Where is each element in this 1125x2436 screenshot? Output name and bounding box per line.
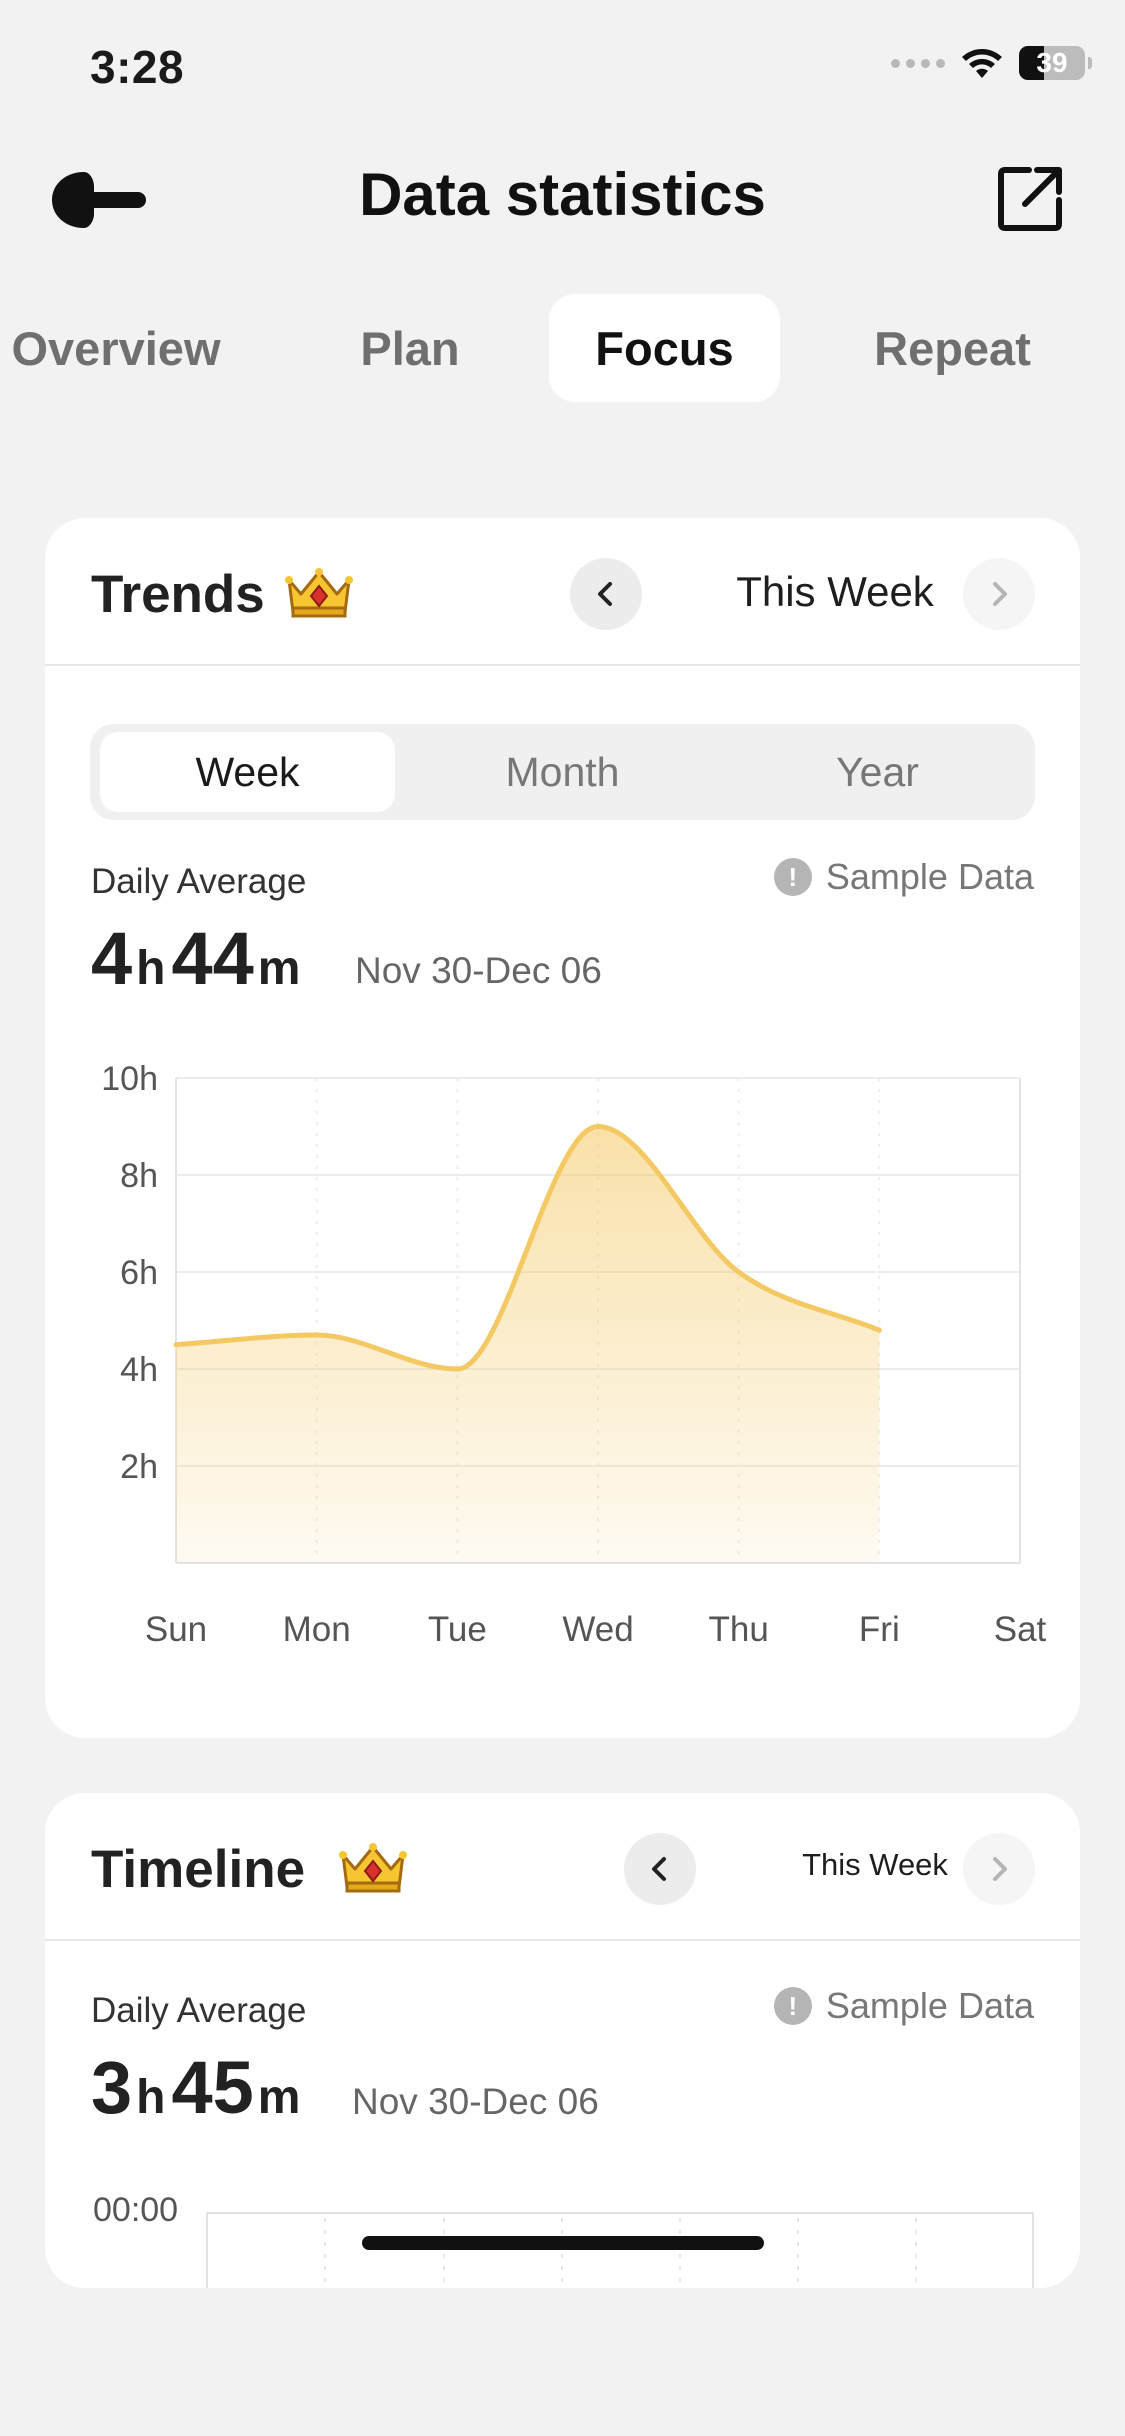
- focus-trend-chart: 2h 4h 6h 8h 10h Sun Mon Tue Wed Thu Fri Sat: [101, 1060, 1047, 1649]
- x-tick-label: Sun: [145, 1610, 207, 1649]
- trends-header: Trends This Week: [45, 518, 1080, 666]
- share-button[interactable]: [995, 162, 1067, 234]
- timeline-date-range: Nov 30-Dec 06: [352, 2081, 599, 2122]
- crown-icon: [339, 1843, 407, 1893]
- avg-minutes-unit: m: [257, 942, 301, 995]
- timeline-prev-button[interactable]: [624, 1833, 696, 1905]
- y-tick-label: 2h: [120, 1448, 158, 1486]
- tab-focus[interactable]: Focus: [549, 294, 780, 402]
- sample-data-label: Sample Data: [825, 856, 1034, 897]
- data-point: [878, 1329, 880, 1331]
- chevron-right-icon: [993, 582, 1007, 606]
- date-range: Nov 30-Dec 06: [355, 950, 602, 991]
- y-tick-label: 8h: [120, 1157, 158, 1195]
- x-tick-label: Fri: [859, 1610, 900, 1649]
- crown-icon: [285, 568, 353, 618]
- status-icons: 39: [891, 46, 1092, 80]
- x-tick-label: Tue: [428, 1610, 487, 1649]
- tab-repeat[interactable]: Repeat: [874, 321, 1031, 375]
- avg-hours-unit: h: [136, 2071, 166, 2124]
- share-external-icon: [998, 167, 1062, 231]
- data-point: [597, 1126, 599, 1128]
- avg-hours: 4: [91, 917, 133, 1000]
- trends-prev-button[interactable]: [570, 558, 642, 630]
- chevron-right-icon: [993, 1857, 1007, 1881]
- segment-week[interactable]: Week: [100, 732, 395, 812]
- avg-hours-unit: h: [136, 942, 166, 995]
- timeline-sample-data-indicator[interactable]: ! Sample Data: [773, 1985, 1034, 2027]
- avg-minutes: 44: [171, 917, 254, 1000]
- data-point: [175, 1344, 177, 1346]
- timeline-next-button[interactable]: [963, 1833, 1035, 1905]
- signal-icon: [891, 58, 945, 68]
- wifi-icon: [959, 46, 1005, 80]
- tab-plan[interactable]: Plan: [360, 321, 460, 375]
- y-tick-label: 6h: [120, 1254, 158, 1292]
- trends-next-button[interactable]: [963, 558, 1035, 630]
- avg-minutes-unit: m: [257, 2071, 301, 2124]
- chevron-left-icon: [598, 582, 612, 606]
- segment-year[interactable]: Year: [836, 748, 919, 795]
- timeline-card: Timeline This Week Daily Average ! Sampl…: [45, 1793, 1080, 2288]
- sample-data-label: Sample Data: [825, 1985, 1034, 2026]
- x-tick-label: Sat: [994, 1610, 1047, 1649]
- info-icon: !: [773, 1987, 812, 2025]
- avg-hours: 3: [91, 2046, 133, 2129]
- segment-month[interactable]: Month: [505, 748, 620, 795]
- back-button[interactable]: [44, 162, 148, 238]
- info-icon: !: [773, 858, 812, 896]
- battery-icon: 39: [1019, 46, 1092, 80]
- trends-period: This Week: [736, 568, 934, 615]
- timeline-title: Timeline: [91, 1840, 306, 1899]
- battery-level: 39: [1036, 47, 1068, 78]
- timeline-time-label: 00:00: [93, 2191, 178, 2229]
- data-point: [456, 1368, 458, 1370]
- daily-average-value: 4 h 44 m: [91, 916, 306, 1001]
- tab-overview[interactable]: Overview: [11, 321, 221, 375]
- y-tick-label: 4h: [120, 1351, 158, 1389]
- trends-title: Trends: [91, 565, 265, 624]
- y-tick-label: 10h: [101, 1060, 158, 1098]
- daily-average-label: Daily Average: [91, 862, 307, 901]
- timeline-plot-frame: [206, 2212, 1034, 2288]
- data-point: [316, 1334, 318, 1336]
- chevron-left-icon: [652, 1857, 666, 1881]
- page-title: Data statistics: [359, 161, 766, 228]
- series-line: [173, 1123, 882, 1372]
- trends-card: Trends This Week Week Month Year Daily A…: [45, 518, 1080, 1738]
- data-point: [738, 1271, 740, 1273]
- timeline-daily-average-label: Daily Average: [91, 1991, 307, 2030]
- series-area: [176, 1126, 880, 1563]
- x-tick-label: Thu: [709, 1610, 769, 1649]
- status-time: 3:28: [90, 41, 185, 93]
- timeline-period: This Week: [802, 1847, 948, 1882]
- x-tick-label: Mon: [283, 1610, 351, 1649]
- x-tick-label: Wed: [562, 1610, 633, 1649]
- arrow-left-icon: [52, 172, 146, 228]
- sample-data-indicator[interactable]: ! Sample Data: [773, 856, 1034, 898]
- avg-minutes: 45: [171, 2046, 254, 2129]
- period-segmented-control: Week Month Year: [90, 724, 1035, 820]
- timeline-daily-average-value: 3 h 45 m: [91, 2045, 306, 2130]
- home-indicator: [362, 2236, 764, 2250]
- timeline-chart: 00:00: [93, 2191, 1034, 2288]
- timeline-header: Timeline This Week: [45, 1793, 1080, 1941]
